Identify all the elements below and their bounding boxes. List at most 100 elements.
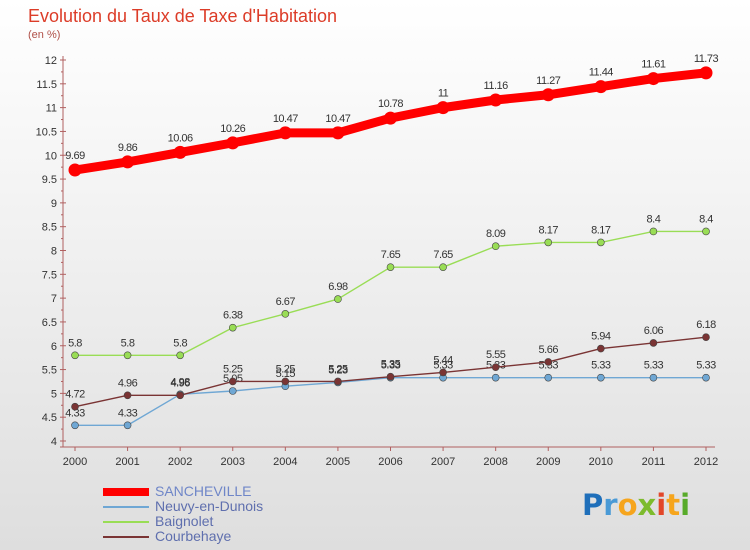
data-label-baignolet: 5.8 xyxy=(173,337,187,349)
x-tick-label: 2008 xyxy=(483,456,507,468)
proxiti-logo: Proxiti xyxy=(582,488,690,522)
data-label-neuvy-en-dunois: 5.15 xyxy=(276,368,296,380)
data-label-sancheville: 10.06 xyxy=(168,132,193,144)
data-label-sancheville: 11 xyxy=(438,88,449,100)
data-label-courbehaye: 5.25 xyxy=(328,363,348,375)
data-label-neuvy-en-dunois: 5.33 xyxy=(644,360,664,372)
x-tick-label: 2001 xyxy=(115,456,139,468)
legend-swatch-courbehaye xyxy=(103,536,149,538)
y-tick-label: 11 xyxy=(46,103,57,115)
data-point-neuvy-en-dunois xyxy=(597,373,605,382)
data-label-baignolet: 7.65 xyxy=(381,249,401,261)
data-point-baignolet xyxy=(176,351,184,360)
y-tick-label: 7 xyxy=(51,293,57,305)
data-point-baignolet xyxy=(649,227,658,236)
data-point-courbehaye xyxy=(491,363,500,371)
data-point-sancheville xyxy=(541,88,555,102)
logo-letter: i xyxy=(680,488,691,522)
legend-label-neuvy-en-dunois: Neuvy-en-Dunois xyxy=(155,498,264,514)
unit-label: (en %) xyxy=(28,29,61,41)
data-point-courbehaye xyxy=(123,391,132,400)
data-point-baignolet xyxy=(228,323,237,332)
data-label-sancheville: 9.69 xyxy=(65,150,85,162)
data-point-sancheville xyxy=(436,101,450,115)
data-point-courbehaye xyxy=(334,377,342,386)
logo-letter: o xyxy=(617,488,638,522)
data-point-baignolet xyxy=(439,263,447,271)
x-tick-label: 2009 xyxy=(536,456,560,468)
x-tick-label: 2004 xyxy=(273,456,297,468)
data-label-baignolet: 8.17 xyxy=(591,224,611,236)
data-point-courbehaye xyxy=(597,344,605,353)
y-tick-label: 6 xyxy=(51,341,57,353)
data-label-neuvy-en-dunois: 4.33 xyxy=(65,407,85,419)
x-tick-label: 2010 xyxy=(589,456,613,468)
data-label-sancheville: 11.73 xyxy=(694,53,719,65)
legend-label-baignolet: Baignolet xyxy=(155,513,214,529)
x-tick-label: 2002 xyxy=(168,456,192,468)
data-label-sancheville: 11.27 xyxy=(536,75,561,87)
x-tick-label: 2007 xyxy=(431,456,455,468)
data-point-neuvy-en-dunois xyxy=(491,373,500,382)
y-tick-label: 9 xyxy=(51,198,57,210)
data-label-baignolet: 8.4 xyxy=(699,213,713,225)
data-point-courbehaye xyxy=(439,368,447,377)
y-tick-label: 10 xyxy=(45,150,57,162)
y-tick-label: 4.5 xyxy=(42,412,57,424)
data-point-sancheville xyxy=(646,72,660,86)
data-label-sancheville: 11.16 xyxy=(484,80,509,92)
data-label-courbehaye: 5.44 xyxy=(433,354,453,366)
data-label-courbehaye: 5.55 xyxy=(486,349,506,361)
data-point-courbehaye xyxy=(544,358,553,366)
y-tick-label: 8.5 xyxy=(42,222,57,234)
data-label-courbehaye: 5.66 xyxy=(539,344,559,356)
data-label-courbehaye: 4.96 xyxy=(170,377,190,389)
data-label-neuvy-en-dunois: 5.33 xyxy=(696,360,716,372)
data-point-neuvy-en-dunois xyxy=(649,373,658,382)
legend-swatch-sancheville xyxy=(103,488,149,496)
y-tick-label: 8 xyxy=(51,246,57,258)
data-label-courbehaye: 5.25 xyxy=(223,363,243,375)
data-label-baignolet: 6.98 xyxy=(328,281,348,293)
data-point-courbehaye xyxy=(702,333,710,341)
data-point-sancheville xyxy=(699,66,713,80)
data-point-sancheville xyxy=(173,145,187,159)
data-label-baignolet: 8.4 xyxy=(647,213,661,225)
data-point-sancheville xyxy=(121,155,135,169)
data-label-courbehaye: 6.06 xyxy=(644,325,664,337)
logo-letter: t xyxy=(666,488,681,522)
y-tick-label: 9.5 xyxy=(42,174,57,186)
data-point-neuvy-en-dunois xyxy=(71,421,79,430)
data-point-baignolet xyxy=(491,242,500,251)
data-label-baignolet: 5.8 xyxy=(121,337,135,349)
data-label-neuvy-en-dunois: 5.33 xyxy=(433,360,453,372)
y-tick-label: 11.5 xyxy=(36,79,57,91)
data-label-courbehaye: 4.72 xyxy=(65,389,85,401)
data-point-sancheville xyxy=(594,80,608,94)
y-tick-label: 5 xyxy=(51,388,57,400)
data-label-sancheville: 10.47 xyxy=(273,113,298,125)
x-tick-label: 2011 xyxy=(642,456,666,468)
data-label-sancheville: 9.86 xyxy=(118,142,138,154)
data-label-baignolet: 6.67 xyxy=(276,296,296,308)
data-label-sancheville: 10.47 xyxy=(325,113,350,125)
data-point-baignolet xyxy=(702,227,710,236)
logo-letter: x xyxy=(637,488,657,522)
x-tick-label: 2003 xyxy=(221,456,245,468)
legend-label-courbehaye: Courbehaye xyxy=(155,528,232,544)
series-line-courbehaye xyxy=(74,336,707,408)
x-tick-label: 2005 xyxy=(326,456,350,468)
data-point-neuvy-en-dunois xyxy=(544,373,553,382)
data-label-neuvy-en-dunois: 5.33 xyxy=(381,360,401,372)
data-label-neuvy-en-dunois: 5.33 xyxy=(591,360,611,372)
data-point-sancheville xyxy=(489,93,503,107)
data-point-sancheville xyxy=(68,163,82,177)
data-label-baignolet: 5.8 xyxy=(68,337,82,349)
y-tick-label: 7.5 xyxy=(42,269,57,281)
x-tick-label: 2000 xyxy=(63,456,87,468)
data-label-baignolet: 8.17 xyxy=(539,224,559,236)
data-point-sancheville xyxy=(278,126,292,140)
y-tick-label: 6.5 xyxy=(42,317,57,329)
data-label-courbehaye: 5.35 xyxy=(381,359,401,371)
